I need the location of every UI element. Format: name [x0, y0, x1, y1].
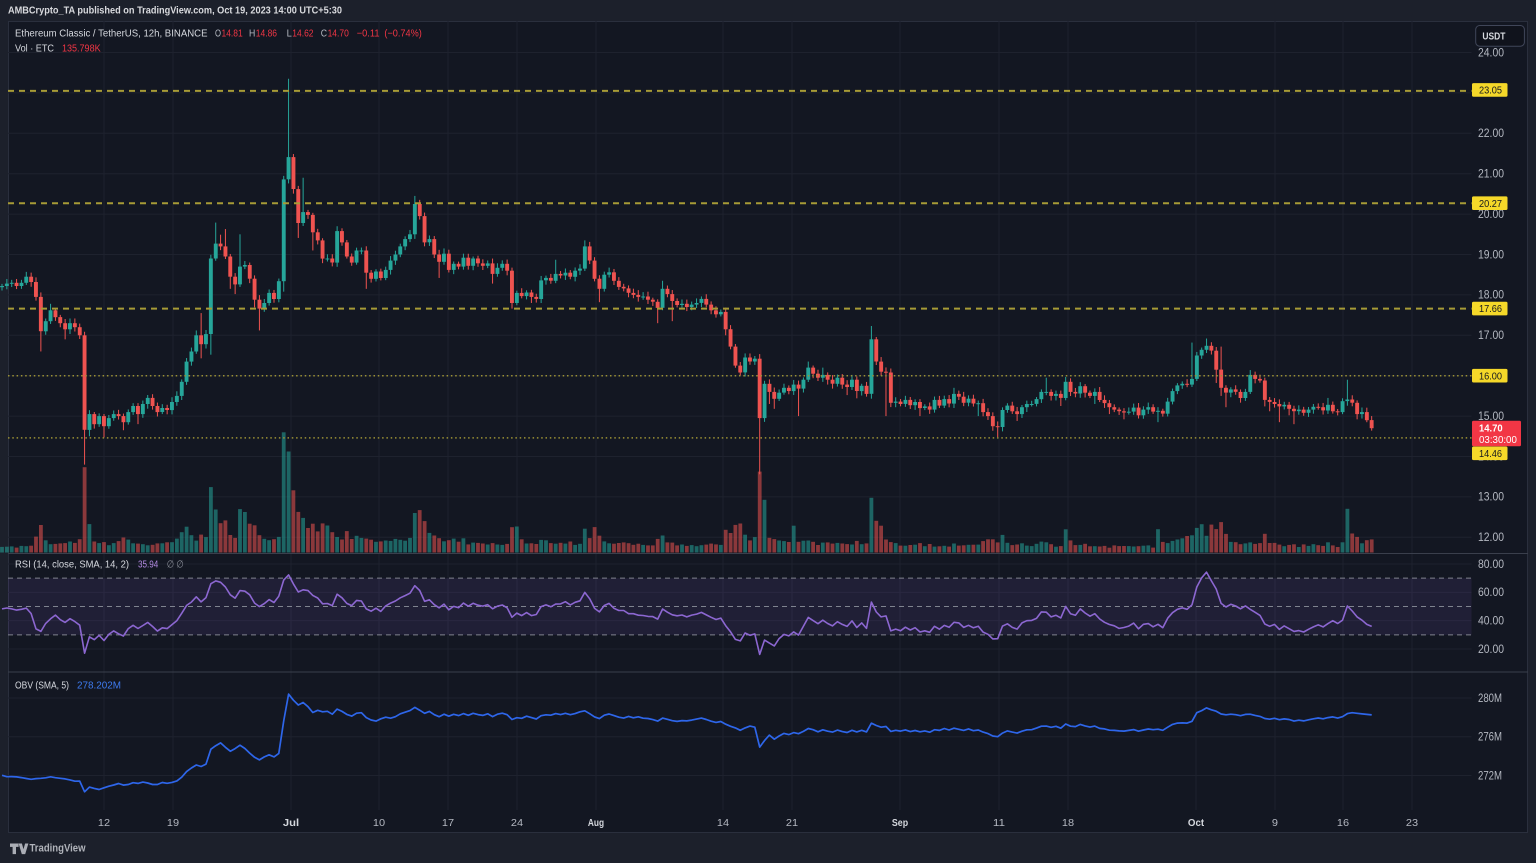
svg-text:22.00: 22.00 — [1478, 126, 1504, 140]
svg-text:−0.11: −0.11 — [357, 28, 380, 39]
svg-text:14.86: 14.86 — [256, 28, 278, 39]
svg-text:USDT: USDT — [1482, 31, 1505, 43]
svg-text:12.00: 12.00 — [1478, 530, 1504, 544]
svg-text:280M: 280M — [1478, 691, 1502, 705]
svg-text:14.70: 14.70 — [328, 28, 350, 39]
svg-text:24: 24 — [511, 817, 523, 829]
svg-text:Oct: Oct — [1188, 817, 1205, 829]
svg-text:Aug: Aug — [588, 817, 604, 829]
svg-text:13.00: 13.00 — [1478, 490, 1504, 504]
svg-text:60.00: 60.00 — [1478, 585, 1504, 599]
svg-text:9: 9 — [1272, 817, 1278, 829]
svg-text:14.46: 14.46 — [1479, 449, 1502, 460]
svg-text:18.00: 18.00 — [1478, 288, 1504, 302]
svg-text:40.00: 40.00 — [1478, 614, 1504, 628]
svg-text:TradingView: TradingView — [30, 843, 86, 855]
svg-text:19: 19 — [167, 817, 179, 829]
svg-text:35.94: 35.94 — [138, 560, 159, 571]
svg-text:23: 23 — [1406, 817, 1418, 829]
svg-text:17: 17 — [442, 817, 454, 829]
svg-text:21: 21 — [786, 817, 798, 829]
svg-text:20.00: 20.00 — [1478, 642, 1504, 656]
svg-text:O: O — [215, 28, 221, 39]
svg-text:(−0.74%): (−0.74%) — [384, 28, 421, 39]
svg-text:21.00: 21.00 — [1478, 167, 1504, 181]
svg-text:17.66: 17.66 — [1479, 304, 1502, 315]
svg-text:14: 14 — [717, 817, 729, 829]
svg-text:14.81: 14.81 — [222, 28, 244, 39]
svg-text:Ethereum Classic / TetherUS, 1: Ethereum Classic / TetherUS, 12h, BINANC… — [15, 28, 208, 39]
svg-text:23.05: 23.05 — [1479, 86, 1502, 97]
svg-text:∅ ∅: ∅ ∅ — [167, 560, 184, 571]
svg-text:12: 12 — [98, 817, 110, 829]
svg-text:278.202M: 278.202M — [77, 681, 121, 692]
svg-text:20.00: 20.00 — [1478, 207, 1504, 221]
svg-text:14.70: 14.70 — [1479, 424, 1503, 435]
svg-text:L: L — [287, 28, 293, 39]
svg-text:03:30:00: 03:30:00 — [1479, 435, 1517, 446]
svg-text:C: C — [321, 28, 327, 39]
svg-text:24.00: 24.00 — [1478, 45, 1504, 59]
svg-text:19.00: 19.00 — [1478, 247, 1504, 261]
svg-text:16.00: 16.00 — [1479, 371, 1502, 382]
svg-text:RSI (14, close, SMA, 14, 2): RSI (14, close, SMA, 14, 2) — [15, 560, 129, 571]
svg-text:15.00: 15.00 — [1478, 409, 1504, 423]
svg-text:135.798K: 135.798K — [62, 43, 101, 54]
svg-text:17.00: 17.00 — [1478, 328, 1504, 342]
svg-text:11: 11 — [993, 817, 1005, 829]
svg-text:H: H — [249, 28, 255, 39]
svg-text:80.00: 80.00 — [1478, 557, 1504, 571]
svg-text:OBV (SMA, 5): OBV (SMA, 5) — [15, 681, 69, 692]
svg-text:16: 16 — [1337, 817, 1349, 829]
svg-text:10: 10 — [373, 817, 385, 829]
svg-text:AMBCrypto_TA published on Trad: AMBCrypto_TA published on TradingView.co… — [8, 6, 342, 17]
svg-text:Vol · ETC: Vol · ETC — [15, 43, 54, 54]
svg-text:20.27: 20.27 — [1479, 199, 1502, 210]
svg-text:14.62: 14.62 — [292, 28, 314, 39]
svg-text:Sep: Sep — [892, 817, 908, 829]
svg-text:272M: 272M — [1478, 768, 1502, 782]
svg-text:Jul: Jul — [283, 817, 299, 829]
svg-text:276M: 276M — [1478, 730, 1502, 744]
svg-text:18: 18 — [1062, 817, 1074, 829]
